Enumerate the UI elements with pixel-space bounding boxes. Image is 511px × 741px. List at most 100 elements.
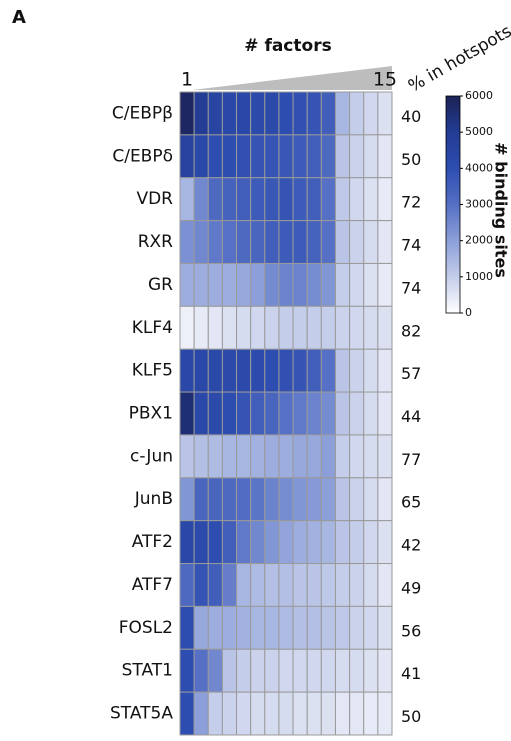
heatmap-cell [377, 262, 393, 307]
heatmap-cell [306, 262, 322, 307]
heatmap-cell [306, 134, 322, 179]
heatmap-cell [264, 348, 280, 393]
row-label: ATF2 [132, 532, 173, 552]
heatmap-cell [264, 691, 280, 736]
heatmap-cell [334, 477, 351, 522]
heatmap-cell [363, 220, 379, 264]
heatmap-cell [349, 563, 365, 607]
heatmap-cell [250, 391, 266, 436]
heatmap-cell [179, 434, 195, 479]
colorbar-tick-label: 1000 [465, 270, 493, 283]
heatmap-cell [221, 520, 238, 565]
heatmap-cell [363, 648, 379, 693]
heatmap-cell [278, 91, 294, 136]
panel-label: A [12, 7, 26, 28]
heatmap-cell [278, 648, 294, 693]
heatmap-cell [236, 605, 252, 650]
heatmap-cell [349, 91, 365, 136]
heatmap-cell [264, 477, 280, 522]
heatmap-cell [363, 262, 379, 307]
heatmap-cell [207, 477, 223, 522]
heatmap-cell [264, 91, 280, 136]
heatmap-cell [278, 305, 294, 350]
colorbar-tick-label: 4000 [465, 161, 493, 174]
heatmap-cell [320, 262, 336, 307]
heatmap-cell [179, 691, 195, 736]
heatmap-cell [363, 605, 379, 650]
row-label: GR [148, 275, 173, 295]
heatmap-cell [264, 520, 280, 565]
row-label: KLF4 [132, 318, 173, 338]
heatmap-cell [250, 91, 266, 136]
row-label: KLF5 [132, 361, 173, 381]
heatmap-cell [236, 691, 252, 736]
heatmap-cell [306, 177, 322, 222]
hotspot-value: 41 [401, 664, 421, 683]
heatmap-cell [179, 563, 195, 607]
heatmap-cell [306, 605, 322, 650]
row-label: RXR [138, 232, 173, 252]
heatmap-cell [349, 262, 365, 307]
heatmap-cell [320, 391, 336, 436]
heatmap-cell [221, 477, 238, 522]
heatmap-cell [193, 563, 209, 607]
hotspot-value: 65 [401, 493, 421, 512]
heatmap-cell [250, 520, 266, 565]
heatmap-cell [179, 305, 195, 350]
heatmap-cell [207, 177, 223, 222]
heatmap-cell [278, 477, 294, 522]
heatmap-cell [334, 91, 351, 136]
heatmap-cell [207, 648, 223, 693]
heatmap-cell [278, 348, 294, 393]
heatmap-cell [221, 305, 238, 350]
heatmap-cell [236, 434, 252, 479]
row-label: ATF7 [132, 575, 173, 595]
heatmap-cell [320, 691, 336, 736]
heatmap-cell [334, 520, 351, 565]
heatmap-cell [236, 648, 252, 693]
heatmap-cell [334, 177, 351, 222]
heatmap-cell [264, 434, 280, 479]
heatmap-cell [334, 391, 351, 436]
heatmap-cell [207, 563, 223, 607]
heatmap-cell [221, 91, 238, 136]
heatmap-cell [207, 691, 223, 736]
colorbar-tick-label: 2000 [465, 234, 493, 247]
heatmap-cell [278, 177, 294, 222]
heatmap-cell [292, 520, 308, 565]
heatmap-cell [193, 91, 209, 136]
heatmap-cell [236, 477, 252, 522]
heatmap-cell [363, 348, 379, 393]
heatmap-cell [179, 477, 195, 522]
heatmap-cell [349, 220, 365, 264]
heatmap-cell [264, 305, 280, 350]
hotspot-value: 50 [401, 150, 421, 169]
heatmap-cell [207, 262, 223, 307]
heatmap-cell [221, 434, 238, 479]
colorbar-tick-label: 5000 [465, 125, 493, 138]
heatmap-cell [207, 605, 223, 650]
heatmap-cell [306, 563, 322, 607]
heatmap-cell [278, 605, 294, 650]
heatmap-cell [250, 648, 266, 693]
heatmap-cell [349, 434, 365, 479]
heatmap-cell [377, 134, 393, 179]
heatmap-cell [306, 91, 322, 136]
heatmap-cell [292, 177, 308, 222]
heatmap-cell [334, 434, 351, 479]
heatmap-cell [179, 520, 195, 565]
heatmap-cell [278, 563, 294, 607]
heatmap-cell [264, 563, 280, 607]
heatmap-cell [193, 648, 209, 693]
heatmap-cell [221, 691, 238, 736]
heatmap-cell [292, 305, 308, 350]
heatmap-cell [334, 262, 351, 307]
heatmap-cell [320, 305, 336, 350]
colorbar-label: # binding sites [492, 142, 511, 278]
row-label: C/EBPδ [112, 146, 173, 166]
hotspot-value: 82 [401, 321, 421, 340]
heatmap-cell [320, 563, 336, 607]
row-label: JunB [134, 489, 173, 509]
heatmap-cell [292, 348, 308, 393]
heatmap-cell [236, 391, 252, 436]
